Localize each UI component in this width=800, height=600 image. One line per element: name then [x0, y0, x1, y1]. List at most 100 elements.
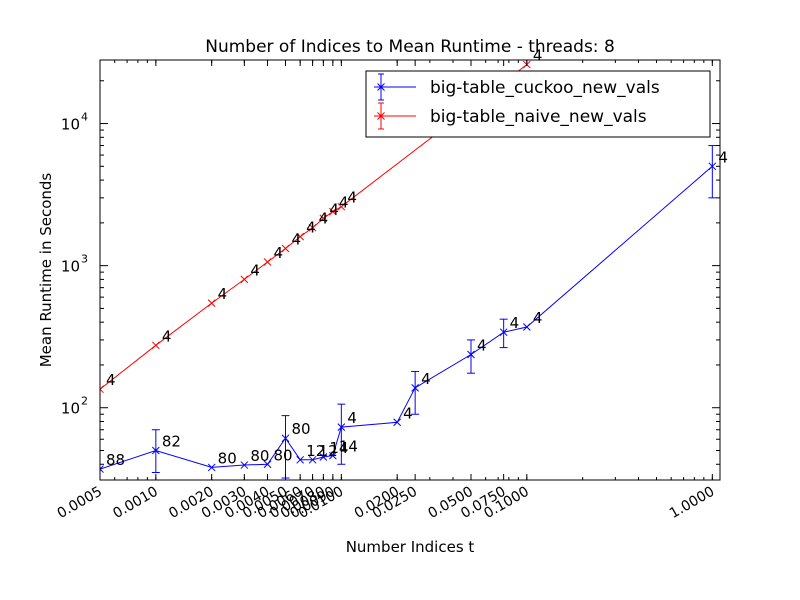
marker-stroke: [151, 446, 160, 455]
legend-label: big-table_cuckoo_new_vals: [430, 78, 660, 98]
y-tick-label-base: 10: [61, 258, 80, 276]
legend-marker: [377, 83, 385, 91]
marker-stroke: [499, 328, 508, 337]
marker-stroke: [100, 468, 104, 473]
error-bar: [466, 339, 475, 374]
y-tick-label: 10 4: [61, 111, 88, 134]
error-bar: [499, 318, 508, 349]
data-label: 14: [339, 438, 358, 456]
data-label: 4: [533, 309, 543, 327]
data-point: [296, 455, 305, 464]
data-point: [240, 461, 249, 469]
data-label: 4: [510, 314, 520, 332]
y-tick-label-base: 10: [61, 116, 80, 134]
data-point: [281, 244, 290, 253]
data-point: [522, 323, 531, 331]
data-label: 4: [347, 409, 357, 427]
data-label: 4: [250, 261, 260, 279]
legend-marker: [377, 112, 385, 120]
marker-stroke: [151, 341, 160, 350]
marker-stroke: [319, 453, 328, 461]
data-point: [328, 451, 337, 460]
data-point: [467, 350, 475, 359]
series-cuckoo: [100, 145, 717, 479]
data-label: 4: [162, 327, 172, 345]
data-point: [328, 207, 337, 216]
y-tick-label: 10 2: [61, 395, 88, 418]
x-axis-label: Number Indices t: [346, 538, 475, 556]
marker-stroke: [100, 388, 104, 394]
data-label: 4: [218, 285, 228, 303]
data-point: [151, 446, 160, 455]
marker-stroke: [240, 461, 249, 469]
data-point: [393, 418, 402, 427]
data-label: 80: [250, 447, 269, 465]
data-label: 4: [533, 47, 543, 65]
data-label: 4: [329, 200, 339, 218]
data-point: [207, 463, 216, 472]
marker-stroke: [296, 455, 305, 464]
legend-box: [365, 70, 711, 138]
marker-stroke: [337, 423, 346, 432]
marker-stroke: [263, 258, 272, 266]
marker-stroke: [411, 383, 420, 392]
data-point: [296, 232, 305, 241]
data-point: [308, 455, 317, 464]
marker-stroke: [337, 202, 346, 211]
data-point: [207, 299, 216, 307]
marker-stroke: [393, 418, 402, 427]
legend-entry: big-table_naive_new_vals: [374, 102, 647, 130]
marker-stroke: [100, 385, 104, 390]
data-label: 80: [274, 446, 293, 464]
legend: big-table_cuckoo_new_vals big-table_naive…: [365, 70, 711, 138]
y-tick-label: 10 3: [61, 253, 88, 276]
data-point: [263, 460, 272, 469]
y-axis-label: Mean Runtime in Seconds: [37, 173, 55, 368]
data-point: [337, 202, 346, 211]
y-tick-label-base: 10: [61, 400, 80, 418]
marker-stroke: [296, 232, 305, 241]
data-point: [100, 465, 104, 473]
legend-entry: big-table_cuckoo_new_vals: [374, 73, 660, 101]
data-point: [263, 258, 272, 266]
data-label: 4: [421, 370, 431, 388]
marker-stroke: [708, 162, 717, 171]
marker-stroke: [207, 463, 216, 472]
data-label: 14: [329, 439, 348, 457]
marker-stroke: [308, 455, 317, 464]
y-tick-label-exponent: 3: [81, 253, 88, 266]
data-label: 88: [106, 451, 125, 469]
data-point: [708, 162, 717, 171]
marker-stroke: [281, 244, 290, 253]
marker-stroke: [328, 451, 337, 460]
data-point: [319, 214, 328, 223]
plot-area: [100, 60, 717, 479]
y-tick-label-exponent: 4: [81, 111, 88, 124]
data-point: [319, 453, 328, 461]
data-label: 82: [162, 433, 181, 451]
series-naive: [100, 60, 531, 394]
data-label: 4: [274, 244, 284, 262]
data-label: 4: [306, 219, 316, 237]
marker-stroke: [467, 350, 475, 359]
data-label: 80: [291, 420, 310, 438]
data-point: [308, 223, 317, 232]
marker-stroke: [207, 299, 216, 307]
error-bar: [337, 403, 346, 465]
data-label: 4: [291, 230, 301, 248]
data-label: 4: [106, 371, 116, 389]
data-point: [411, 383, 420, 392]
data-point: [100, 385, 104, 394]
data-label: 4: [347, 189, 357, 207]
marker-stroke: [240, 275, 249, 284]
legend-label: big-table_naive_new_vals: [430, 107, 647, 127]
data-point: [281, 434, 290, 443]
data-point: [151, 341, 160, 350]
error-bar: [708, 145, 717, 199]
chart-title: Number of Indices to Mean Runtime - thre…: [205, 37, 615, 57]
error-bar: [411, 370, 420, 415]
marker-stroke: [281, 434, 290, 443]
marker-stroke: [319, 214, 328, 223]
data-label: 12: [306, 442, 325, 460]
